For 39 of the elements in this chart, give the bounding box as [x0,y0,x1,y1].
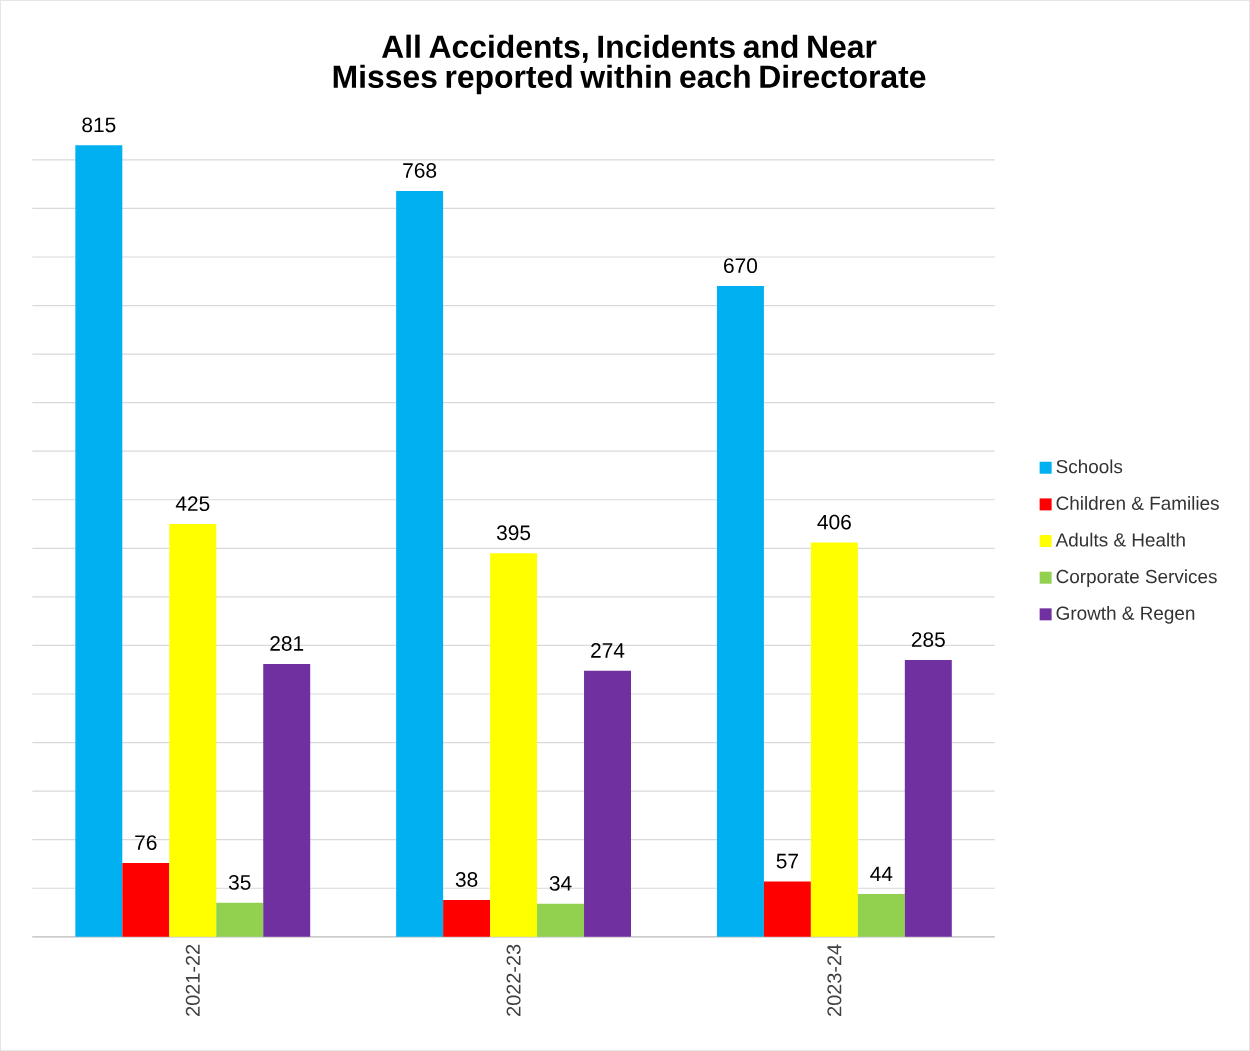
bar [169,523,217,937]
chart-title: All Accidents, Incidents and Near Misses reported within each Directorate [333,34,926,95]
data-label: 274 [591,643,625,658]
legend-label: Growth & Regen [1056,605,1195,624]
data-label: 76 [135,835,157,850]
data-label: 35 [228,874,251,890]
bar [810,542,858,937]
data-label: 57 [776,853,798,869]
bar [584,670,631,937]
legend-label: Corporate Services [1056,569,1217,587]
data-label: 815 [82,117,116,133]
legend-label: Schools [1056,459,1123,474]
data-label: 281 [270,636,304,651]
bar [443,899,491,937]
data-label: 285 [911,632,945,647]
data-label: 395 [496,525,531,541]
data-label: 670 [724,258,758,274]
bar [75,145,123,937]
data-label: 768 [403,163,437,178]
x-tick-label: 2023-24 [827,944,842,1016]
bar [490,553,538,937]
data-label: 425 [175,496,210,511]
bar [216,902,264,937]
bar [122,862,170,937]
legend-label: Children & Families [1056,495,1219,510]
bar [763,881,811,937]
legend-label: Adults & Health [1055,532,1185,547]
bar [904,659,952,937]
bar [537,903,585,937]
x-tick-label: 2021-22 [185,944,200,1016]
bar [716,286,764,937]
x-tick-label: 2022-23 [506,944,521,1016]
bar [396,190,444,937]
data-label: 38 [455,872,478,887]
bar [857,894,905,937]
data-label: 406 [817,514,851,530]
data-label: 34 [549,875,572,891]
bar [263,663,311,937]
data-label: 44 [870,866,893,881]
